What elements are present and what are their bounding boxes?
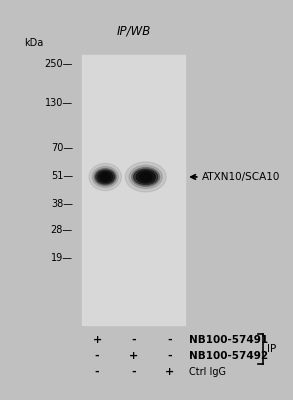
Text: NB100-57491: NB100-57491 [189, 335, 268, 345]
Text: 250—: 250— [45, 59, 73, 69]
Text: 130—: 130— [45, 98, 73, 108]
Text: IP/WB: IP/WB [116, 25, 151, 38]
Text: +: + [93, 335, 102, 345]
Ellipse shape [142, 174, 149, 180]
Text: ATXN10/SCA10: ATXN10/SCA10 [202, 172, 281, 182]
Text: 70—: 70— [51, 143, 73, 153]
Ellipse shape [132, 167, 160, 186]
Ellipse shape [139, 172, 152, 182]
Text: 38—: 38— [51, 199, 73, 209]
Text: -: - [168, 335, 172, 345]
Ellipse shape [129, 165, 162, 189]
Text: IP: IP [267, 344, 276, 354]
Text: Ctrl IgG: Ctrl IgG [189, 366, 226, 377]
Text: 28—: 28— [51, 225, 73, 235]
Ellipse shape [100, 173, 110, 181]
Ellipse shape [134, 169, 158, 185]
Text: +: + [129, 351, 138, 361]
Text: -: - [95, 366, 99, 377]
Text: 51—: 51— [51, 171, 73, 181]
Text: -: - [131, 366, 136, 377]
Ellipse shape [136, 171, 155, 183]
Ellipse shape [96, 170, 115, 184]
Bar [82, 55, 185, 325]
Ellipse shape [102, 174, 108, 180]
Text: -: - [95, 351, 99, 361]
Ellipse shape [94, 168, 116, 186]
Text: kDa: kDa [24, 38, 44, 48]
Text: -: - [168, 351, 172, 361]
Text: -: - [131, 335, 136, 345]
Ellipse shape [98, 171, 113, 183]
Text: 19—: 19— [51, 252, 73, 262]
Ellipse shape [89, 163, 121, 190]
Ellipse shape [92, 166, 118, 188]
Text: +: + [165, 366, 175, 377]
Text: NB100-57492: NB100-57492 [189, 351, 268, 361]
Ellipse shape [125, 162, 166, 192]
